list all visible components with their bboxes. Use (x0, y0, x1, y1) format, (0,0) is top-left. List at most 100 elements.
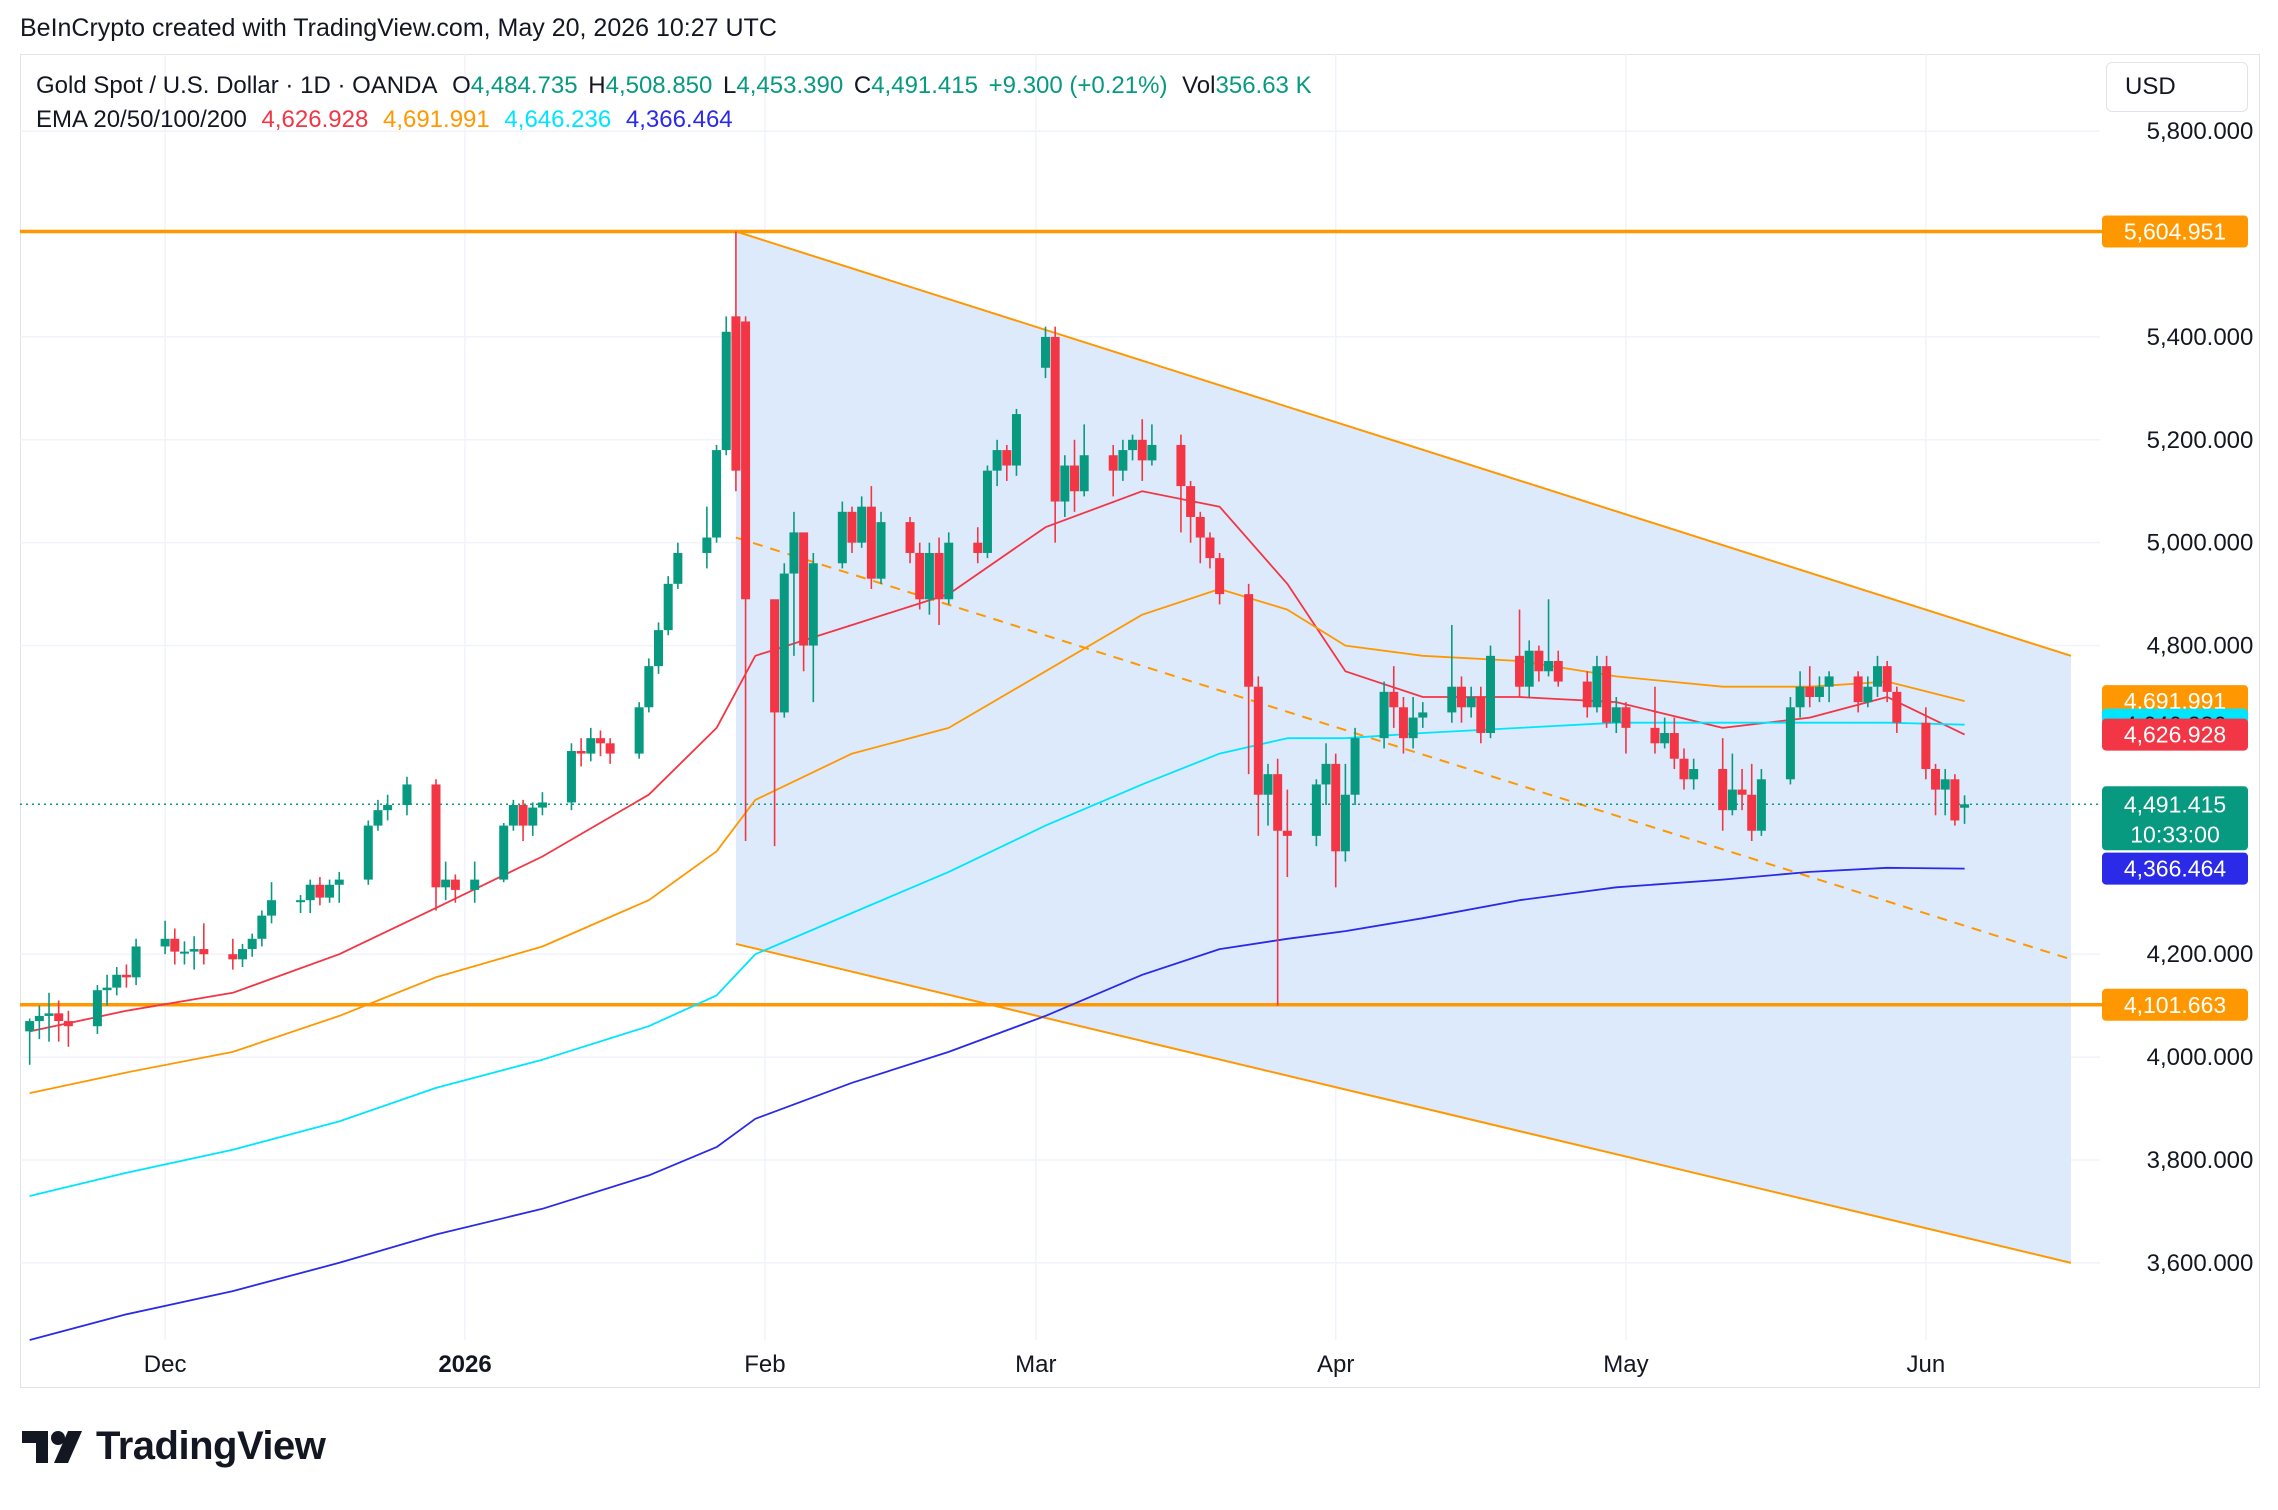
currency-selector[interactable]: USD (2106, 62, 2248, 112)
volume-number: 356.63 K (1215, 72, 1312, 99)
close-label: C (853, 72, 872, 99)
x-tick-label: Mar (1015, 1351, 1056, 1378)
candle-body (1524, 650, 1534, 687)
candle-body (238, 949, 248, 960)
candle (1931, 763, 1941, 816)
candle-body (1921, 722, 1931, 770)
candle-body (779, 573, 789, 713)
candle (770, 599, 780, 847)
high-number: 4,508.850 (605, 72, 713, 99)
candle-body (1611, 707, 1621, 723)
candle (1350, 727, 1360, 806)
candle-body (1669, 733, 1679, 759)
ema-label[interactable]: EMA 20/50/100/200 (36, 106, 247, 133)
candle (508, 799, 518, 831)
candle-body (789, 532, 799, 574)
candle (131, 938, 141, 986)
volume-label: Vol (1182, 72, 1216, 99)
candle-body (179, 951, 189, 954)
candle (363, 820, 373, 885)
candle-body (44, 1013, 54, 1016)
candle (1176, 434, 1186, 533)
ema-line-ema20 (29, 490, 1965, 1033)
candle-body (1060, 465, 1070, 502)
y-tick-label: 4,200.000 (2147, 941, 2254, 968)
candle-body (1534, 650, 1544, 672)
candle-body (363, 825, 373, 880)
ema50-value: 4,691.991 (382, 106, 490, 133)
candle (837, 501, 847, 569)
candle-body (383, 805, 393, 811)
candle-body (267, 900, 277, 916)
candle-body (741, 321, 751, 600)
candle-body (334, 879, 344, 885)
candle-body (1447, 686, 1457, 713)
candle-body (247, 938, 257, 950)
candle-body (25, 1021, 35, 1032)
candle (586, 727, 596, 762)
candle-body (518, 805, 528, 826)
candle (1756, 769, 1766, 836)
price-label: 4,626.928 (2102, 718, 2248, 751)
candle (1727, 753, 1737, 816)
candle (1137, 419, 1147, 481)
price-label-box (2102, 215, 2248, 248)
candle (1060, 455, 1070, 517)
price-label-box (2102, 718, 2248, 751)
candle-body (1108, 455, 1118, 471)
y-tick-label: 3,800.000 (2147, 1147, 2254, 1174)
candle (973, 527, 983, 564)
candle (673, 542, 683, 589)
candle (721, 316, 731, 456)
candle-body (1756, 779, 1766, 831)
candle (595, 730, 605, 757)
candle-body (1321, 763, 1331, 785)
candle (1447, 624, 1457, 723)
candle-body (1853, 676, 1863, 703)
candle (1244, 583, 1254, 775)
x-tick-label: Dec (144, 1351, 187, 1378)
candle-body (1863, 686, 1873, 703)
candle (924, 542, 934, 615)
candle-body (1940, 779, 1950, 790)
price-label-value: 4,366.464 (2124, 856, 2227, 882)
candle-body (499, 825, 509, 880)
candle (1079, 424, 1089, 497)
candle (847, 506, 857, 553)
price-chart[interactable]: Dec 2026 Feb Mar Apr May Jun 3,600.000 3,800.00… (0, 0, 2278, 1400)
candle (605, 738, 615, 764)
symbol-name[interactable]: Gold Spot / U.S. Dollar · 1D · OANDA (36, 72, 438, 99)
candle (160, 920, 170, 955)
candle-body (189, 949, 199, 952)
ema-lines (29, 490, 1965, 1341)
channel-upper-line (735, 230, 2072, 657)
candle-body (1282, 830, 1292, 836)
candle (325, 879, 335, 903)
candle (1215, 552, 1225, 605)
ema200-value: 4,366.464 (625, 106, 733, 133)
candle (470, 861, 480, 903)
open-label: O (452, 72, 471, 99)
candle (383, 794, 393, 821)
candle (305, 879, 315, 914)
candle-body (721, 331, 731, 451)
candle (1737, 769, 1747, 811)
candle-body (1582, 681, 1592, 708)
price-label: 5,604.951 (2102, 215, 2248, 248)
candle-body (296, 900, 306, 903)
candle-body (1340, 794, 1350, 852)
candle (1611, 697, 1621, 734)
ema100-value: 4,646.236 (504, 106, 612, 133)
candlesticks (25, 231, 1970, 1065)
candle (54, 1000, 64, 1042)
candle-body (837, 511, 847, 564)
candle (247, 933, 257, 957)
x-axis: Dec 2026 Feb Mar Apr May Jun (144, 1351, 1945, 1378)
close-value: C4,491.415 (854, 72, 978, 99)
candle-body (915, 552, 925, 600)
x-tick-label: Feb (744, 1351, 785, 1378)
candle (1050, 326, 1060, 543)
candle-body (1785, 707, 1795, 780)
candle-body (673, 552, 683, 584)
candle (1263, 763, 1273, 826)
